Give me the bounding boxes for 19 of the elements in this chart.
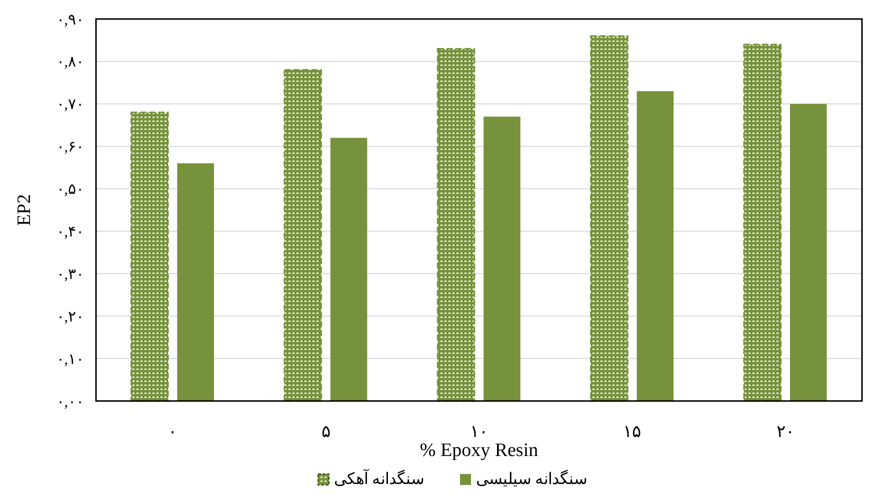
y-tick-label: ۰,۴۰ <box>56 224 84 240</box>
x-tick-label: ۱۰ <box>470 422 488 441</box>
x-tick-label: ۵ <box>321 422 330 441</box>
legend-label: سنگدانه سیلیسی <box>476 469 587 488</box>
y-tick-label: ۰,۱۰ <box>56 352 84 368</box>
y-tick-label: ۰,۳۰ <box>56 266 84 283</box>
x-axis-title: % Epoxy Resin <box>420 440 539 461</box>
y-tick-label: ۰,۵۰ <box>56 182 84 198</box>
y-tick-label: ۰,۰۰ <box>56 394 84 410</box>
x-tick-label: ۰ <box>168 422 178 441</box>
x-tick-label: ۱۵ <box>623 422 642 441</box>
y-tick-label: ۰,۷۰ <box>56 97 84 114</box>
legend-label: سنگدانه آهکی <box>334 468 424 488</box>
y-tick-label: ۰,۹۰ <box>56 12 84 28</box>
y-tick-label: ۰,۶۰ <box>56 140 84 156</box>
y-axis-title: EP2 <box>14 194 35 226</box>
y-tick-label: ۰,۸۰ <box>56 54 84 71</box>
y-tick-label: ۰,۲۰ <box>56 309 84 326</box>
x-tick-label: ۲۰ <box>776 422 794 441</box>
